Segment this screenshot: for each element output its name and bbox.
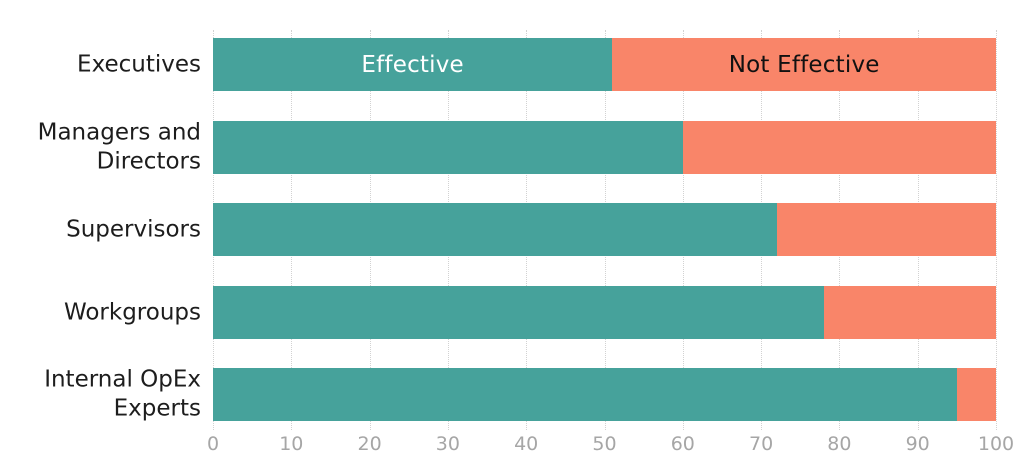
bar-segment-effective (213, 286, 824, 339)
bar-row (213, 286, 996, 339)
bar-segment-effective (213, 38, 613, 91)
x-tick-label: 70 (749, 433, 774, 455)
series-label-not-effective: Not Effective (728, 51, 880, 78)
x-tick-label: 40 (514, 433, 539, 455)
x-tick-label: 30 (435, 433, 460, 455)
category-label: Internal OpEx Experts (44, 366, 201, 422)
plot-area: Effective Not Effective (213, 30, 997, 430)
bar-segment-effective (213, 368, 957, 421)
bar-segment-not-effective (956, 368, 996, 421)
bar-row (213, 121, 996, 174)
bar-segment-effective (213, 203, 777, 256)
bar-segment-not-effective (612, 38, 996, 91)
bar-row (213, 368, 996, 421)
category-label: Executives (77, 50, 201, 77)
bar-segment-not-effective (823, 286, 996, 339)
x-tick-label: 20 (357, 433, 382, 455)
bar-segment-not-effective (776, 203, 996, 256)
x-tick-label: 50 (592, 433, 617, 455)
x-tick-label: 90 (905, 433, 930, 455)
series-label-effective: Effective (361, 51, 464, 78)
category-label: Supervisors (66, 215, 201, 242)
bar-segment-not-effective (682, 121, 996, 174)
x-tick-label: 60 (670, 433, 695, 455)
bar-row (213, 203, 996, 256)
bar-segment-effective (213, 121, 683, 174)
x-tick-label: 80 (827, 433, 852, 455)
gridline-x-100 (996, 30, 997, 430)
category-label: Workgroups (63, 298, 201, 325)
x-tick-label: 10 (279, 433, 304, 455)
x-tick-label: 0 (206, 433, 220, 455)
category-label: Managers and Directors (37, 119, 201, 175)
x-tick-label: 100 (977, 433, 1015, 455)
bar-row (213, 38, 996, 91)
